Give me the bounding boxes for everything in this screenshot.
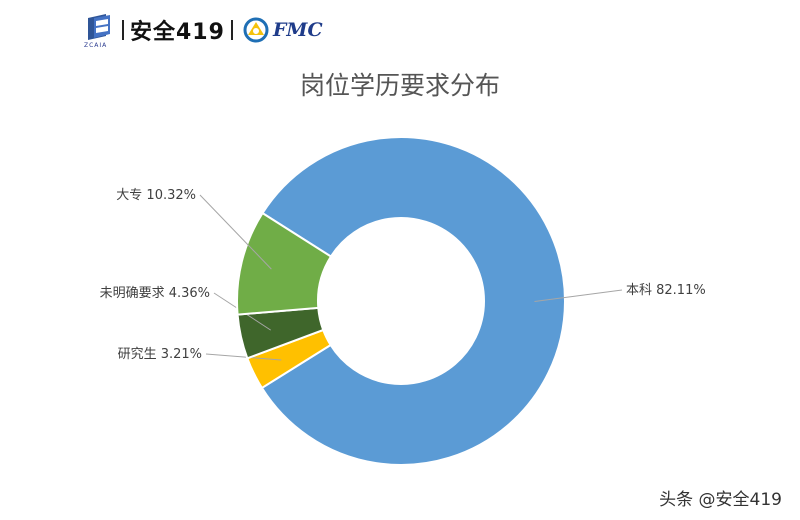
donut-slice — [260, 136, 566, 466]
brand-name: 安全419 — [130, 20, 225, 45]
slice-label: 本科 82.11% — [626, 283, 706, 298]
slice-label: 研究生 3.21% — [118, 347, 202, 362]
slice-label: 未明确要求 4.36% — [100, 286, 210, 301]
donut-slice — [236, 211, 333, 316]
chart-title: 岗位学历要求分布 — [299, 71, 500, 100]
zcaia-logo-icon — [88, 14, 110, 40]
logo-subtext: ZCAIA — [84, 42, 108, 49]
watermark: 头条 @安全419 — [659, 490, 782, 510]
header-logos: ZCAIA 安全419 FMC — [84, 10, 323, 50]
fmc-logo-icon — [243, 17, 269, 43]
leader-line — [199, 194, 272, 270]
zcaia-logo: ZCAIA — [84, 12, 116, 49]
fmc-logo: FMC — [243, 17, 323, 43]
leader-line — [534, 289, 623, 302]
leader-line — [205, 353, 282, 361]
fmc-text: FMC — [272, 19, 323, 41]
logo-separator — [122, 20, 124, 40]
logo-separator — [230, 20, 233, 40]
slice-label: 大专 10.32% — [116, 188, 196, 203]
